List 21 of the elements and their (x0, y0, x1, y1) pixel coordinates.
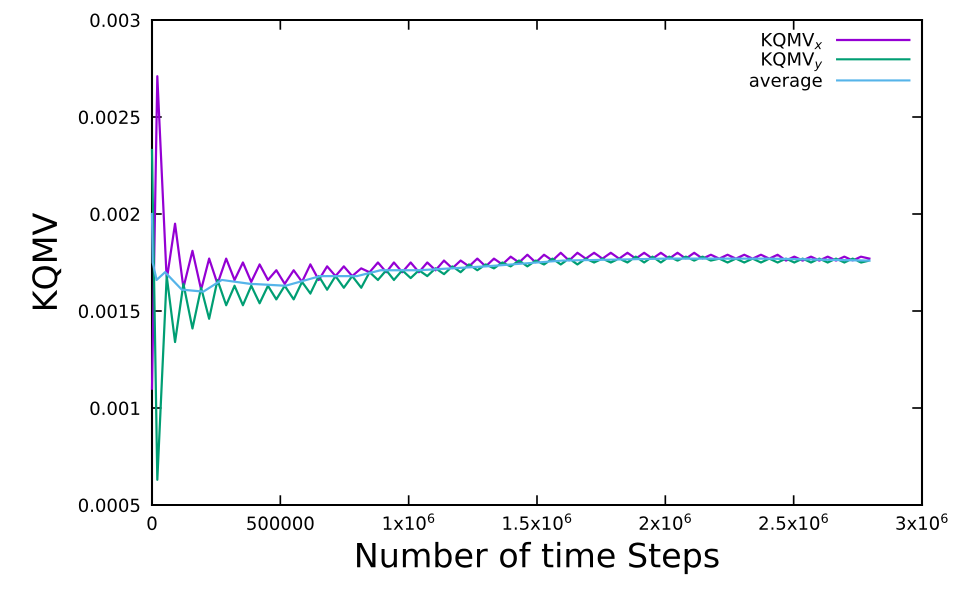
y-axis-title: KQMV (32, 212, 62, 310)
y-tick-label: 0.002 (90, 207, 140, 222)
x-axis-title: Number of time Steps (357, 542, 719, 574)
y-tick-label: 0.0025 (78, 110, 140, 124)
legend-label: KQMV$_{y}$ (762, 52, 822, 72)
legend-label: KQMV$_{x}$ (762, 32, 822, 50)
line-series (150, 212, 870, 293)
y-tick-label: 0.0015 (78, 304, 140, 318)
x-tick-label: 2x10$^{6}$ (640, 513, 691, 530)
x-tick-label: 1x10$^{6}$ (384, 513, 434, 530)
y-tick-label: 0.001 (90, 401, 140, 416)
y-tick-label: 0.0005 (78, 498, 140, 512)
line-series (150, 148, 870, 481)
x-tick-label: 0 (147, 516, 157, 530)
line-series (150, 75, 870, 390)
x-tick-label: 2.5x10$^{6}$ (759, 513, 828, 530)
y-tick-label: 0.003 (90, 13, 140, 28)
x-tick-label: 3x10$^{6}$ (896, 513, 948, 530)
x-tick-label: 500000 (247, 516, 314, 530)
legend-label: average (750, 76, 822, 91)
x-tick-label: 1.5x10$^{6}$ (503, 513, 572, 530)
